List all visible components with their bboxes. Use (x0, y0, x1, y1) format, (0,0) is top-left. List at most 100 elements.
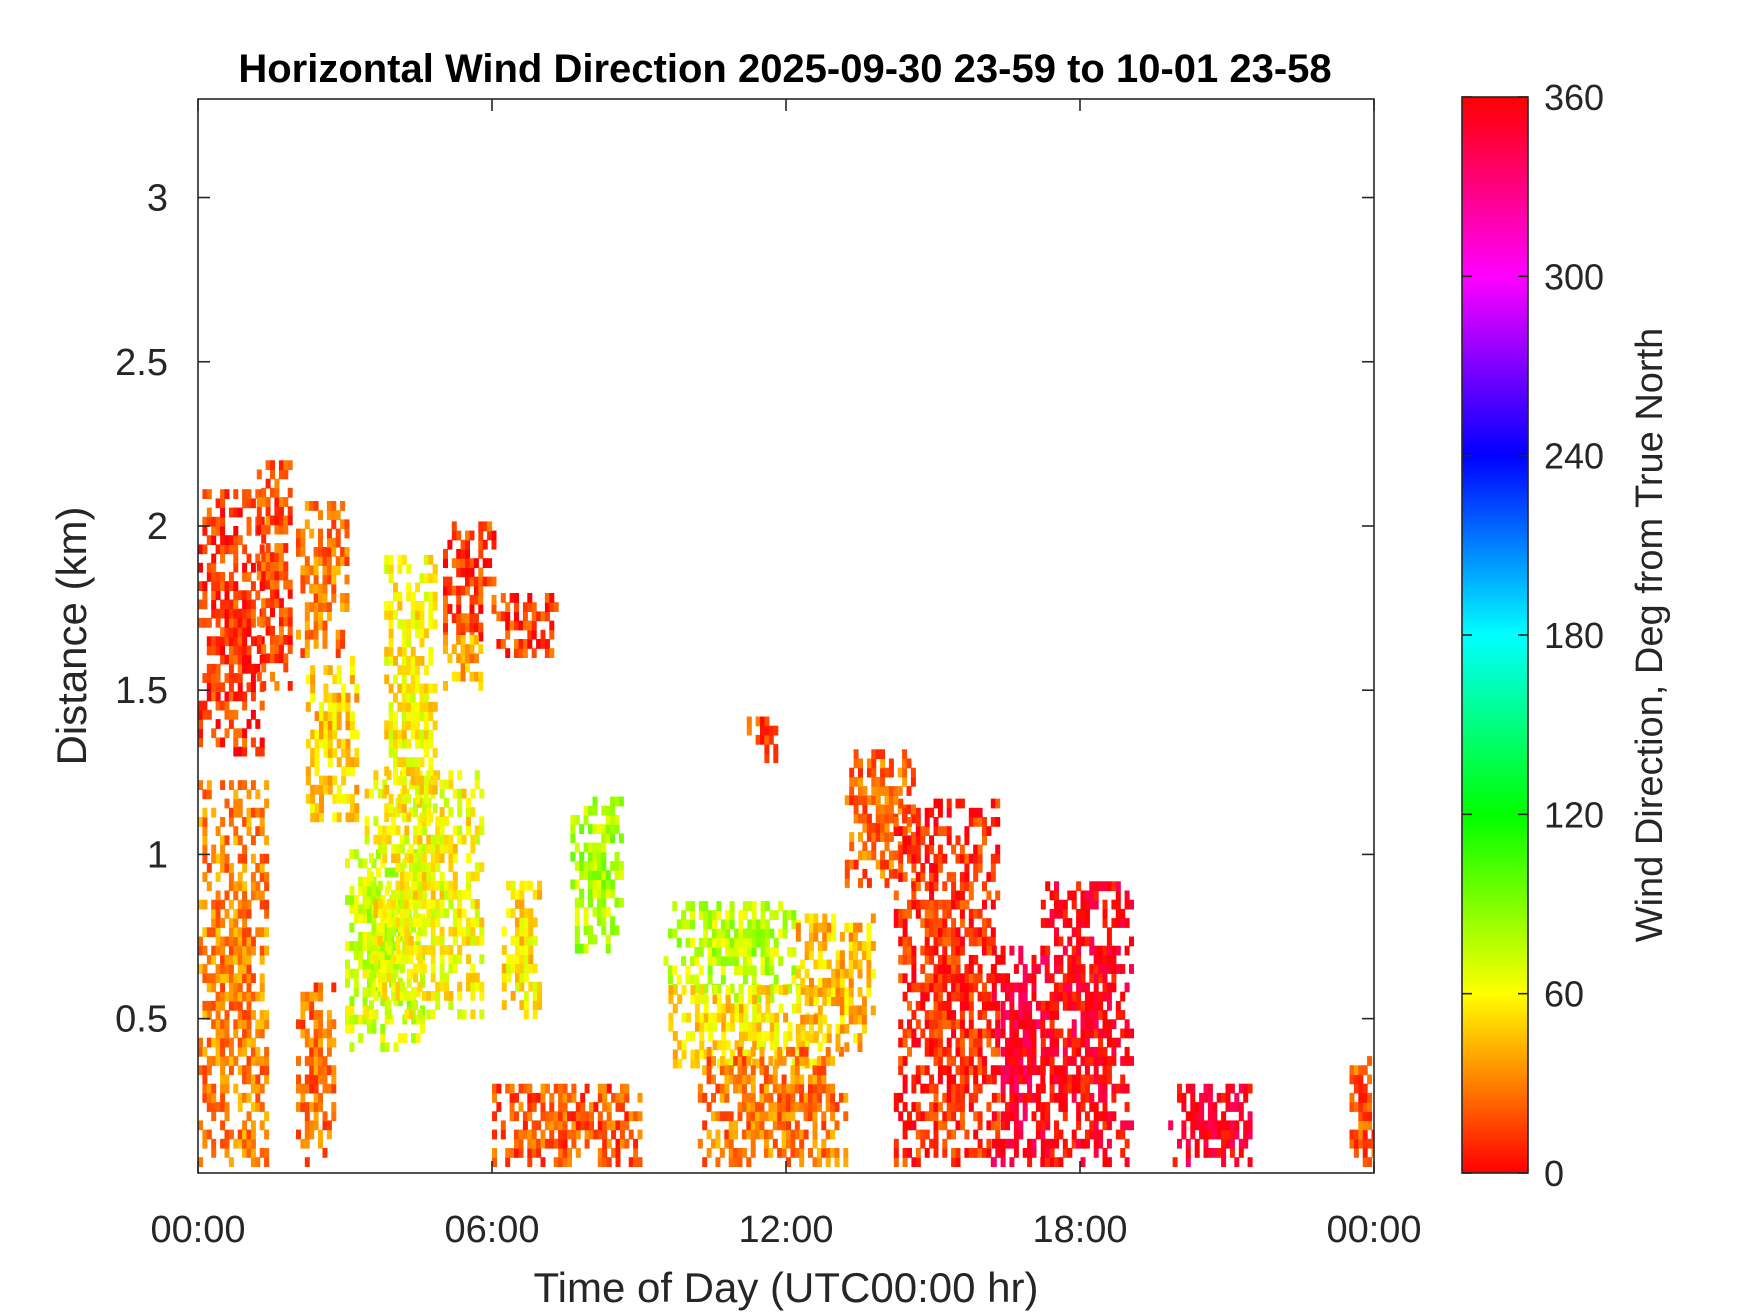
heatmap-cell (397, 757, 403, 767)
heatmap-cell (1049, 1046, 1055, 1057)
heatmap-cell (215, 899, 221, 910)
heatmap-cell (430, 871, 436, 882)
heatmap-cell (685, 974, 691, 985)
heatmap-cell (1022, 1092, 1028, 1103)
heatmap-cell (1185, 1157, 1191, 1167)
heatmap-cell (220, 572, 226, 582)
heatmap-cell (242, 562, 248, 573)
heatmap-cell (439, 871, 445, 882)
heatmap-cell (237, 872, 243, 882)
heatmap-cell (250, 1010, 256, 1020)
heatmap-cell (769, 1040, 775, 1051)
heatmap-cell (220, 1019, 226, 1030)
heatmap-cell (857, 1005, 863, 1016)
heatmap-cell (313, 501, 319, 511)
heatmap-cell (968, 853, 974, 864)
heatmap-cell (460, 635, 466, 645)
heatmap-cell (821, 1065, 827, 1076)
heatmap-cell (228, 719, 234, 729)
heatmap-cell (460, 585, 466, 596)
heatmap-cell (812, 1120, 818, 1131)
heatmap-cell (870, 1005, 876, 1016)
heatmap-cell (1062, 1037, 1068, 1048)
heatmap-cell (1062, 918, 1068, 928)
heatmap-cell (278, 524, 284, 535)
heatmap-cell (893, 786, 899, 796)
heatmap-cell (428, 784, 434, 795)
heatmap-cell (336, 711, 342, 721)
heatmap-cell (1084, 1028, 1090, 1039)
heatmap-cell (1005, 1037, 1010, 1048)
heatmap-cell (813, 922, 819, 933)
heatmap-cell (345, 692, 351, 703)
heatmap-cell (228, 1129, 234, 1140)
heatmap-cell (1102, 1148, 1108, 1158)
heatmap-cell (439, 972, 445, 983)
heatmap-cell (287, 644, 293, 654)
heatmap-cell (615, 1102, 621, 1112)
heatmap-cell (228, 663, 234, 674)
heatmap-cell (1071, 1056, 1077, 1066)
heatmap-cell (413, 880, 419, 891)
heatmap-cell (1089, 964, 1095, 974)
heatmap-cell (773, 947, 779, 957)
heatmap-cell (1076, 973, 1082, 984)
heatmap-cell (215, 700, 221, 711)
heatmap-cell (1185, 1111, 1191, 1122)
heatmap-cell (821, 1111, 827, 1122)
heatmap-cell (505, 1157, 511, 1167)
heatmap-cell (875, 813, 881, 824)
heatmap-cell (729, 983, 735, 994)
heatmap-cell (1013, 1129, 1019, 1140)
heatmap-cell (527, 1111, 533, 1122)
heatmap-cell (408, 862, 414, 873)
heatmap-cell (848, 996, 854, 1007)
heatmap-cell (211, 663, 217, 674)
heatmap-cell (246, 1092, 252, 1103)
heatmap-cell (1062, 1138, 1068, 1149)
heatmap-cell (278, 616, 284, 627)
heatmap-cell (211, 673, 217, 683)
heatmap-cell (198, 1157, 203, 1167)
heatmap-cell (1080, 1083, 1086, 1094)
heatmap-cell (399, 843, 405, 854)
heatmap-cell (310, 784, 316, 795)
heatmap-cell (834, 1157, 840, 1167)
heatmap-cell (423, 665, 429, 675)
heatmap-cell (601, 888, 607, 899)
heatmap-cell (270, 460, 275, 471)
heatmap-cell (228, 1046, 234, 1057)
heatmap-cell (933, 1138, 939, 1149)
heatmap-cell (1005, 973, 1010, 984)
heatmap-cell (986, 1102, 992, 1112)
heatmap-cell (528, 981, 534, 992)
heatmap-cell (690, 956, 695, 966)
heatmap-cell (920, 863, 926, 873)
heatmap-cell (233, 908, 239, 919)
heatmap-cell (764, 716, 770, 727)
heatmap-cell (799, 1083, 805, 1094)
heatmap-cell (724, 1074, 730, 1085)
heatmap-cell (795, 1023, 801, 1034)
heatmap-cell (597, 1148, 603, 1158)
heatmap-cell (523, 963, 529, 974)
heatmap-cell (996, 1148, 1002, 1158)
heatmap-cell (474, 770, 480, 781)
heatmap-cell (415, 619, 421, 629)
heatmap-cell (991, 964, 997, 974)
heatmap-cell (977, 1056, 983, 1066)
heatmap-cell (781, 1083, 787, 1094)
heatmap-cell (211, 526, 217, 536)
heatmap-cell (835, 1033, 841, 1043)
heatmap-cell (478, 585, 484, 596)
heatmap-cell (345, 941, 350, 951)
heatmap-cell (977, 973, 983, 984)
heatmap-cell (469, 653, 475, 664)
heatmap-cell (354, 803, 360, 813)
heatmap-cell (544, 639, 550, 649)
heatmap-cell (211, 1056, 217, 1066)
heatmap-cell (220, 863, 226, 873)
heatmap-cell (228, 636, 234, 647)
heatmap-cell (220, 599, 226, 610)
heatmap-cell (242, 700, 248, 711)
